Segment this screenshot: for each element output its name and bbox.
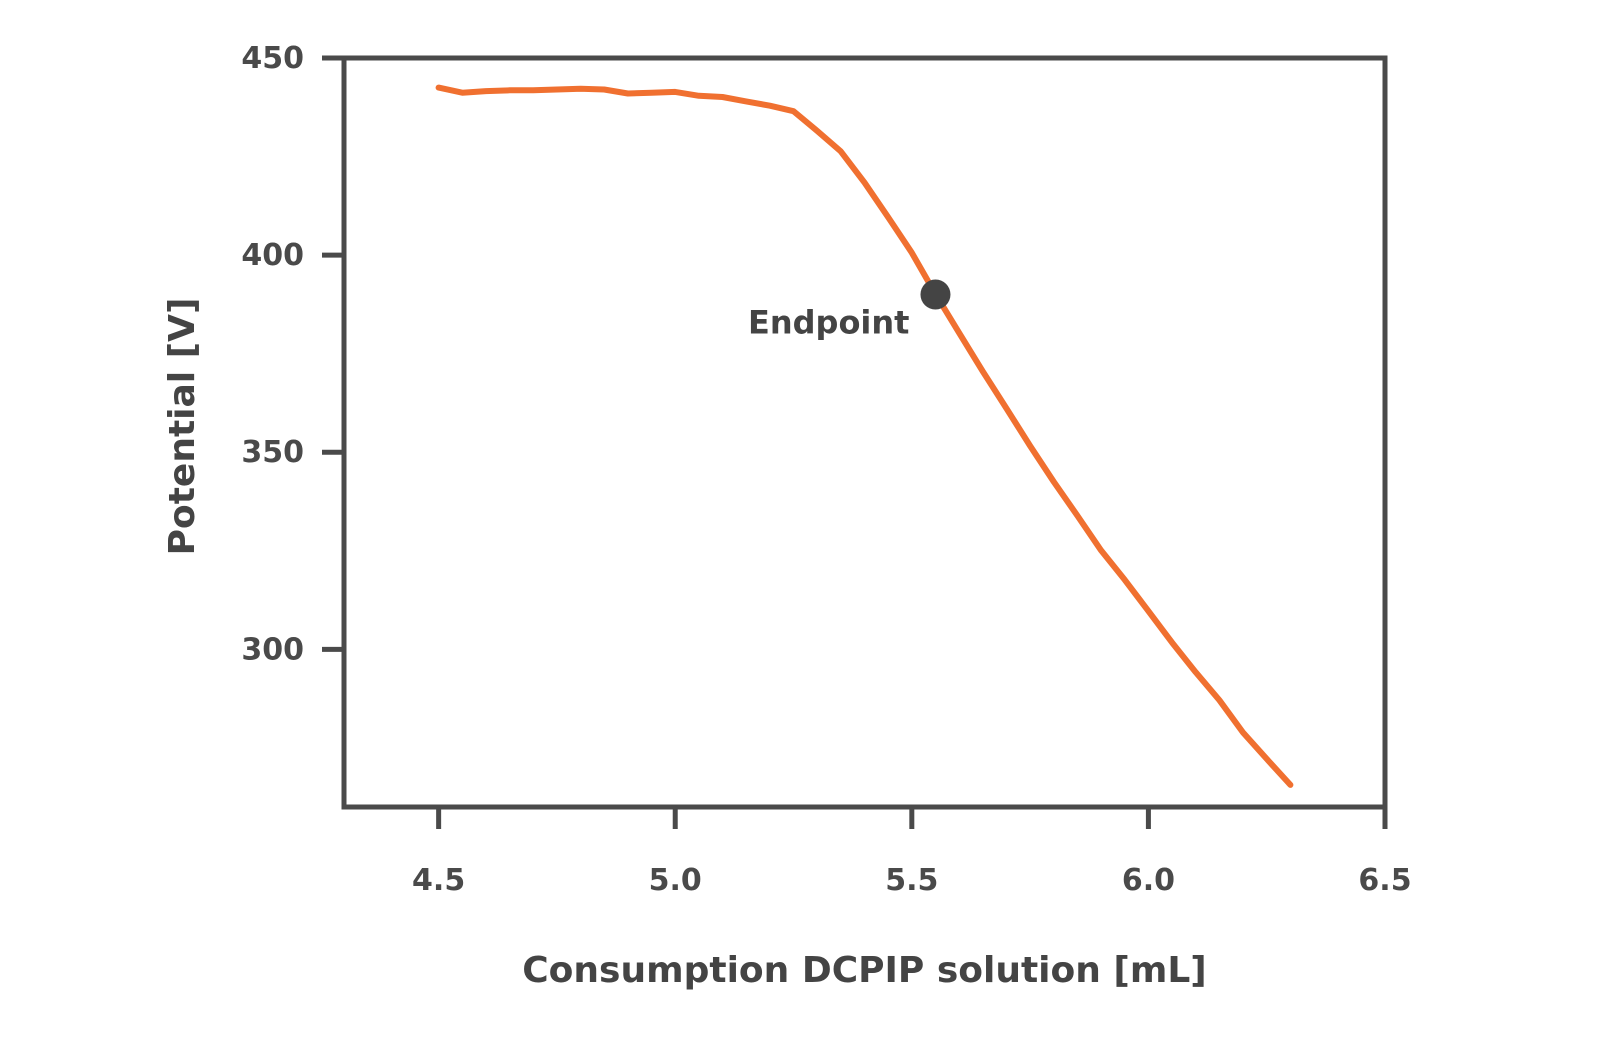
y-axis-title: Potential [V] (162, 298, 203, 556)
x-axis-ticks: 4.5 5.0 5.5 6.0 6.5 (412, 807, 1412, 898)
x-tick-label: 5.0 (649, 863, 702, 898)
endpoint-label: Endpoint (748, 304, 909, 342)
x-tick-label: 5.5 (885, 863, 938, 898)
x-axis-title: Consumption DCPIP solution [mL] (522, 950, 1207, 991)
y-tick-label: 350 (241, 435, 304, 470)
y-axis-ticks: 450 400 350 300 (241, 41, 344, 667)
y-tick-label: 400 (241, 238, 304, 273)
y-tick-label: 450 (241, 41, 304, 76)
endpoint-marker (920, 279, 951, 310)
potential-curve (435, 84, 1294, 788)
x-tick-label: 6.0 (1122, 863, 1175, 898)
x-tick-label: 6.5 (1358, 863, 1411, 898)
x-tick-label: 4.5 (412, 863, 465, 898)
y-tick-label: 300 (241, 632, 304, 667)
plot-frame (341, 55, 1388, 810)
